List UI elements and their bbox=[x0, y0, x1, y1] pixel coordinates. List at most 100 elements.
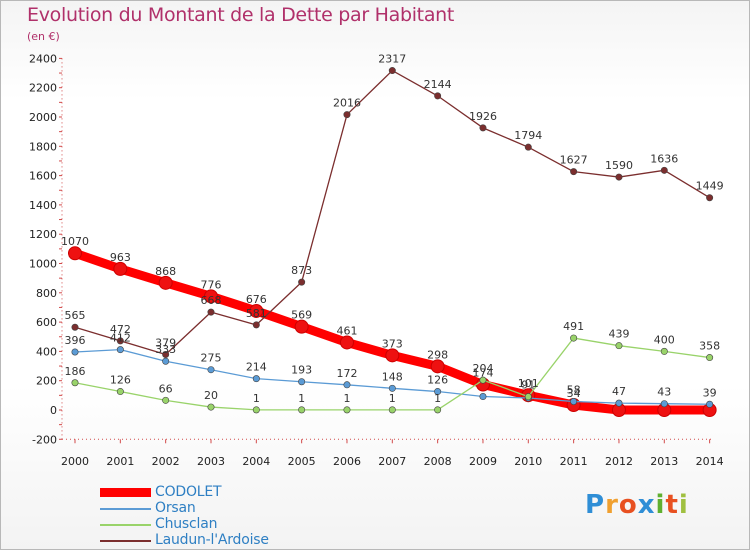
logo-letter: x bbox=[637, 490, 656, 520]
x-tick-label: 2011 bbox=[560, 455, 588, 468]
data-label: 1926 bbox=[469, 110, 497, 123]
y-tick-label: 400 bbox=[36, 345, 57, 358]
data-label: 2016 bbox=[333, 97, 361, 110]
data-point bbox=[71, 348, 79, 356]
data-label: 58 bbox=[567, 384, 581, 397]
x-tick-label: 2006 bbox=[333, 455, 361, 468]
data-label: 1 bbox=[389, 392, 396, 405]
data-point bbox=[162, 357, 170, 365]
y-tick-label: 1800 bbox=[29, 140, 57, 153]
y-tick-label: 0 bbox=[50, 404, 57, 417]
y-tick-label: 2400 bbox=[29, 52, 57, 65]
data-point bbox=[339, 335, 354, 350]
data-point bbox=[116, 388, 124, 396]
data-point bbox=[343, 111, 351, 119]
data-label: 676 bbox=[246, 293, 267, 306]
x-tick-label: 2005 bbox=[288, 455, 316, 468]
logo-letter: o bbox=[618, 490, 638, 520]
legend-label: Orsan bbox=[155, 500, 196, 516]
data-label: 358 bbox=[699, 340, 720, 353]
data-point bbox=[294, 319, 309, 334]
data-point bbox=[434, 388, 442, 396]
data-point bbox=[113, 261, 128, 276]
legend-label: Chusclan bbox=[155, 516, 218, 532]
data-label: 1070 bbox=[61, 235, 89, 248]
y-tick-label: 600 bbox=[36, 316, 57, 329]
data-point bbox=[71, 323, 79, 331]
data-label: 472 bbox=[110, 323, 131, 336]
data-label: 1449 bbox=[696, 180, 724, 193]
data-label: 91 bbox=[521, 379, 535, 392]
data-point bbox=[71, 379, 79, 387]
data-point bbox=[570, 334, 578, 342]
data-label: 193 bbox=[291, 364, 312, 377]
data-label: 491 bbox=[563, 320, 584, 333]
legend-item: Orsan bbox=[100, 500, 300, 517]
data-point bbox=[434, 406, 442, 414]
data-point bbox=[524, 393, 532, 401]
y-tick-label: 1200 bbox=[29, 228, 57, 241]
data-point bbox=[68, 246, 82, 261]
chart-legend: CODOLET Orsan Chusclan Laudun-l'Ardoise bbox=[100, 484, 300, 549]
legend-item: Laudun-l'Ardoise bbox=[100, 532, 300, 549]
data-point bbox=[479, 124, 487, 132]
data-point bbox=[479, 376, 487, 384]
data-point bbox=[298, 278, 306, 286]
data-point bbox=[252, 375, 260, 383]
data-label: 439 bbox=[608, 328, 629, 341]
data-label: 412 bbox=[110, 332, 131, 345]
data-label: 1794 bbox=[514, 129, 542, 142]
chart-title: Evolution du Montant de la Dette par Hab… bbox=[27, 4, 455, 26]
data-label: 396 bbox=[65, 334, 86, 347]
data-label: 581 bbox=[246, 307, 267, 320]
x-tick-label: 2014 bbox=[696, 455, 724, 468]
data-label: 569 bbox=[291, 309, 312, 322]
data-label: 379 bbox=[155, 336, 176, 349]
legend-swatch bbox=[100, 488, 151, 497]
y-tick-label: 2000 bbox=[29, 111, 57, 124]
legend-swatch bbox=[100, 508, 151, 510]
x-tick-label: 2003 bbox=[197, 455, 225, 468]
data-point bbox=[207, 366, 215, 374]
data-label: 668 bbox=[200, 294, 221, 307]
data-point bbox=[660, 400, 668, 408]
data-label: 126 bbox=[110, 374, 131, 387]
data-point bbox=[388, 384, 396, 392]
x-tick-label: 2002 bbox=[152, 455, 180, 468]
data-point bbox=[706, 400, 714, 408]
data-label: 400 bbox=[654, 333, 675, 346]
data-point bbox=[203, 289, 218, 304]
data-label: 34 bbox=[567, 387, 581, 400]
data-label: 174 bbox=[472, 367, 493, 380]
data-label: 126 bbox=[427, 374, 448, 387]
y-tick-label: 1000 bbox=[29, 258, 57, 271]
data-point bbox=[615, 173, 623, 181]
data-label: 148 bbox=[382, 370, 403, 383]
x-tick-label: 2008 bbox=[424, 455, 452, 468]
series-line-laudun-l-ardoise bbox=[74, 69, 711, 356]
legend-swatch bbox=[100, 524, 151, 526]
data-point bbox=[343, 381, 351, 389]
data-label: 565 bbox=[65, 309, 86, 322]
data-point bbox=[249, 303, 264, 318]
data-label: 39 bbox=[703, 386, 717, 399]
data-label: 1 bbox=[434, 392, 441, 405]
data-point bbox=[524, 143, 532, 151]
legend-label: CODOLET bbox=[155, 484, 222, 500]
data-label: 1 bbox=[253, 392, 260, 405]
legend-swatch bbox=[100, 540, 151, 542]
data-label: 2317 bbox=[378, 53, 406, 66]
data-point bbox=[615, 399, 623, 407]
legend-item: CODOLET bbox=[100, 484, 300, 501]
data-label: 461 bbox=[336, 324, 357, 337]
data-label: 298 bbox=[427, 348, 448, 361]
data-point bbox=[158, 275, 173, 290]
logo-letter: t bbox=[665, 490, 679, 520]
data-point bbox=[660, 347, 668, 355]
data-label: 1 bbox=[298, 392, 305, 405]
x-tick-label: 2000 bbox=[61, 455, 89, 468]
data-point bbox=[570, 168, 578, 176]
data-point bbox=[162, 350, 170, 358]
data-point bbox=[116, 337, 124, 345]
